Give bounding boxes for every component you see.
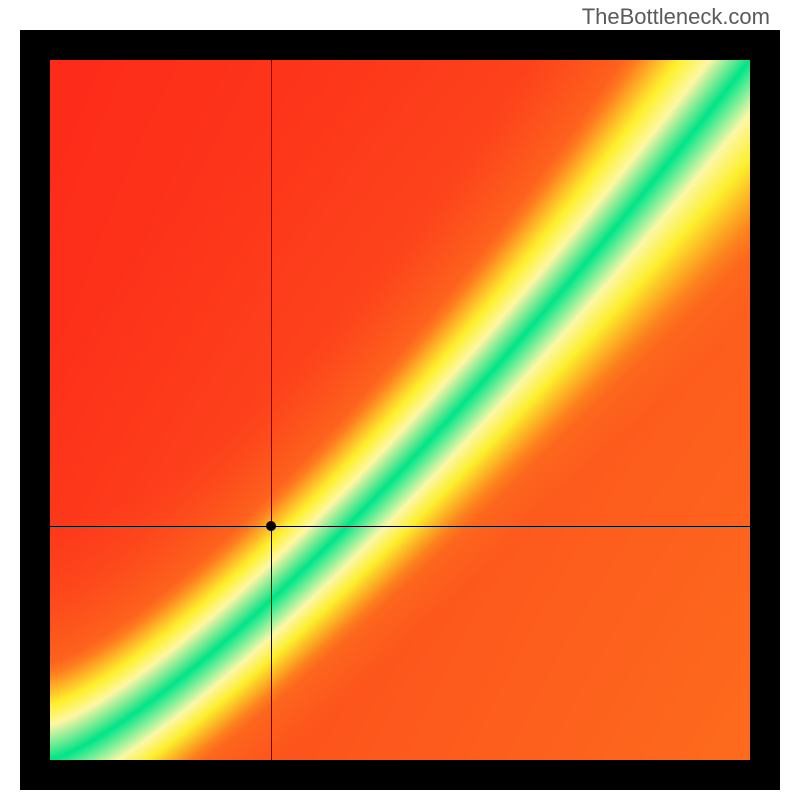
heatmap-canvas — [50, 60, 750, 760]
watermark-text: TheBottleneck.com — [582, 4, 770, 30]
crosshair-horizontal — [50, 526, 750, 527]
crosshair-marker — [266, 521, 276, 531]
crosshair-vertical — [271, 60, 272, 760]
